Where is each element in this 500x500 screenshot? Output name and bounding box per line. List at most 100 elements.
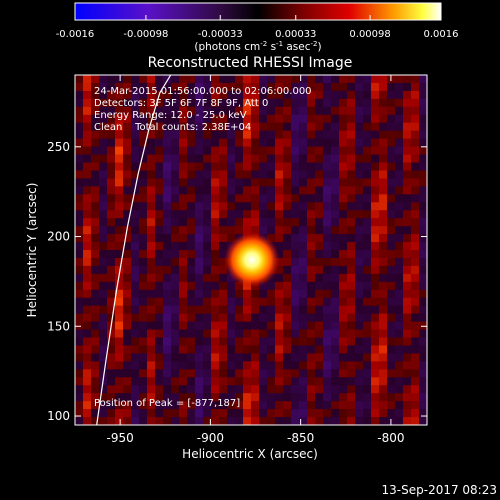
heatmap-cell [307,122,316,131]
heatmap-cell [211,393,220,402]
heatmap-cell [107,345,116,354]
heatmap-cell [307,106,316,116]
heatmap-cell [379,178,388,187]
heatmap-cell [91,130,100,139]
heatmap-cell [259,337,268,346]
heatmap-cell [347,257,356,267]
heatmap-cell [387,273,396,283]
heatmap-cell [363,242,372,251]
heatmap-cell [203,329,212,338]
heatmap-cell [379,98,388,108]
heatmap-cell [91,329,100,338]
heatmap-cell [291,305,300,314]
heatmap-cell [195,82,204,92]
heatmap-cell [403,305,412,314]
heatmap-cell [323,186,332,195]
heatmap-cell [123,130,132,139]
heatmap-cell [107,289,116,299]
heatmap-cell [259,218,268,227]
heatmap-cell [155,361,164,370]
heatmap-cell [155,218,164,227]
heatmap-cell [363,313,372,322]
heatmap-cell [99,353,108,362]
heatmap-cell [323,98,332,108]
x-axis-label: Heliocentric X (arcsec) [182,447,318,461]
heatmap-cell [339,273,348,283]
heatmap-cell [379,170,388,179]
heatmap-cell [235,114,244,124]
heatmap-cell [323,289,332,299]
heatmap-cell [139,242,148,251]
heatmap-cell [275,361,284,370]
heatmap-cell [139,90,148,100]
heatmap-cell [203,385,212,394]
heatmap-cell [107,234,116,243]
heatmap-cell [179,146,188,155]
heatmap-cell [163,234,172,243]
heatmap-cell [179,321,188,330]
heatmap-cell [179,82,188,92]
heatmap-cell [299,265,308,275]
heatmap-cell [235,90,244,100]
heatmap-cell [115,234,124,243]
heatmap-cell [163,305,172,314]
heatmap-cell [283,130,292,139]
heatmap-cell [323,329,332,338]
heatmap-cell [219,265,228,275]
heatmap-cell [403,98,412,108]
heatmap-cell [195,329,204,338]
heatmap-cell [195,385,204,394]
heatmap-cell [419,242,427,251]
heatmap-cell [139,122,148,131]
heatmap-cell [163,82,172,92]
heatmap-cell [211,313,220,322]
heatmap-cell [363,82,372,92]
heatmap-cell [363,401,372,410]
heatmap-cell [331,218,340,227]
heatmap-cell [75,281,84,291]
heatmap-cell [419,75,427,84]
heatmap-cell [99,98,108,108]
heatmap-cell [355,146,364,155]
heatmap-cell [227,417,236,425]
heatmap-cell [387,369,396,378]
heatmap-cell [139,234,148,243]
heatmap-cell [283,242,292,251]
heatmap-cell [411,289,420,299]
heatmap-cell [195,194,204,203]
heatmap-cell [195,138,204,147]
heatmap-cell [315,321,324,330]
heatmap-cell [395,170,404,179]
heatmap-cell [99,409,108,418]
heatmap-cell [307,297,316,306]
heatmap-cell [187,75,196,84]
heatmap-cell [147,401,156,410]
heatmap-cell [275,106,284,116]
heatmap-cell [347,369,356,378]
colorbar-tick-label: -0.00098 [123,29,168,40]
heatmap-cell [267,313,276,322]
heatmap-cell [395,234,404,243]
heatmap-cell [123,242,132,251]
heatmap-cell [91,321,100,330]
heatmap-cell [291,90,300,100]
heatmap-cell [131,234,140,243]
heatmap-cell [355,130,364,139]
heatmap-cell [299,353,308,362]
heatmap-cell [339,82,348,92]
heatmap-cell [83,393,92,402]
heatmap-cell [91,305,100,314]
heatmap-cell [227,345,236,354]
heatmap-cell [395,250,404,259]
heatmap-cell [379,409,388,418]
heatmap-cell [227,289,236,299]
heatmap-cell [235,162,244,171]
heatmap-cell [419,297,427,306]
heatmap-cell [347,98,356,108]
heatmap-cell [339,345,348,354]
heatmap-cell [75,313,84,322]
heatmap-cell [107,401,116,410]
heatmap-cell [235,106,244,116]
heatmap-cell [211,409,220,418]
heatmap-cell [387,305,396,314]
